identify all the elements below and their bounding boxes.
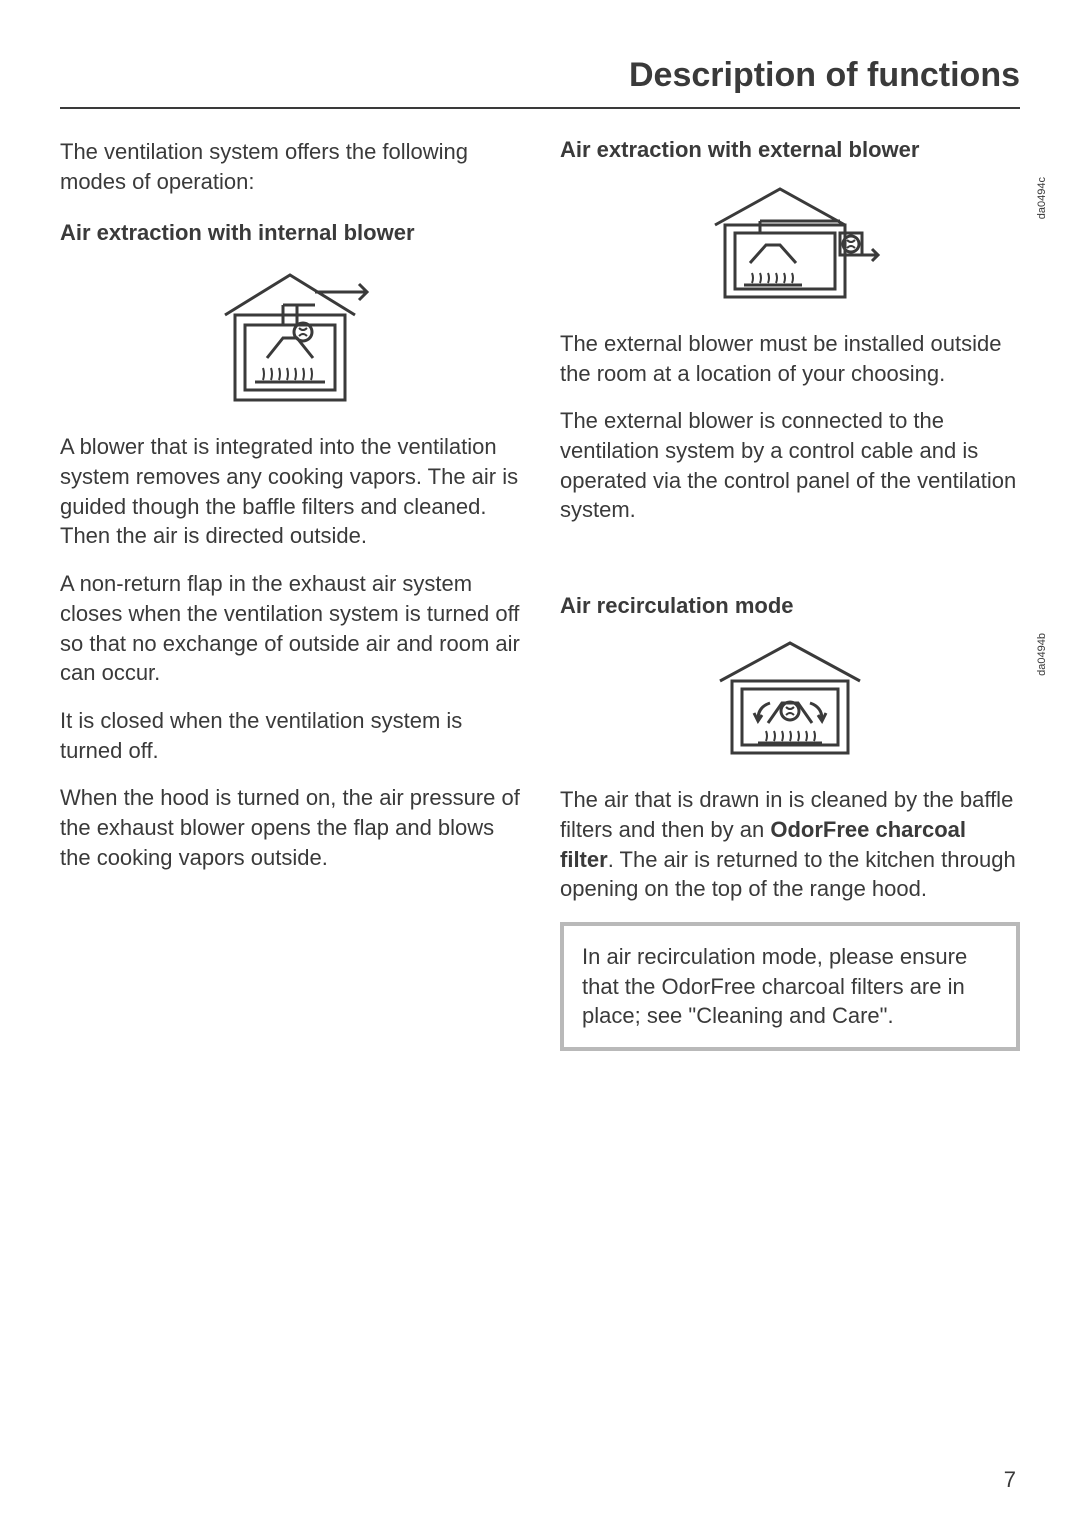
recirc-p1: The air that is drawn in is cleaned by t… — [560, 785, 1020, 904]
figure-internal-blower — [60, 260, 520, 410]
house-external-icon — [690, 177, 890, 307]
heading-external-blower: Air extraction with external blower — [560, 137, 1020, 163]
heading-recirculation: Air recirculation mode — [560, 593, 1020, 619]
internal-p4: When the hood is turned on, the air pres… — [60, 783, 520, 872]
note-box: In air recirculation mode, please ensure… — [560, 922, 1020, 1051]
page-title: Description of functions — [60, 56, 1020, 109]
heading-internal-blower: Air extraction with internal blower — [60, 220, 520, 246]
figure-label-external: da0494c — [1036, 177, 1048, 219]
figure-recirculation: da0494b — [560, 633, 1020, 763]
internal-p3: It is closed when the ventilation system… — [60, 706, 520, 765]
external-p1: The external blower must be installed ou… — [560, 329, 1020, 388]
left-column: The ventilation system offers the follow… — [60, 137, 520, 1051]
content-columns: The ventilation system offers the follow… — [60, 137, 1020, 1051]
figure-label-recirc: da0494b — [1036, 633, 1048, 676]
recirc-p1b: . The air is returned to the kitchen thr… — [560, 847, 1016, 902]
page-number: 7 — [1004, 1467, 1016, 1493]
figure-external-blower: da0494c — [560, 177, 1020, 307]
internal-p2: A non-return flap in the exhaust air sys… — [60, 569, 520, 688]
right-column: Air extraction with external blower — [560, 137, 1020, 1051]
house-internal-icon — [205, 260, 375, 410]
external-p2: The external blower is connected to the … — [560, 406, 1020, 525]
intro-text: The ventilation system offers the follow… — [60, 137, 520, 196]
internal-p1: A blower that is integrated into the ven… — [60, 432, 520, 551]
house-recirc-icon — [700, 633, 880, 763]
